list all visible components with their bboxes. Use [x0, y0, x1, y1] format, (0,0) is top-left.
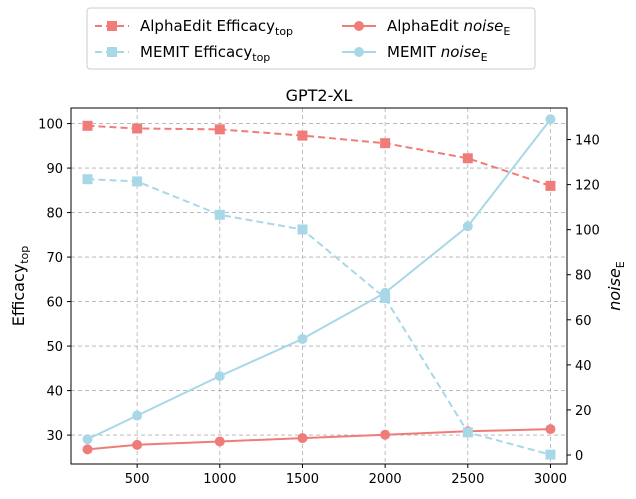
y-left-tick-label: 70 [46, 251, 63, 266]
legend-entry: MEMIT Efficacytop [95, 43, 270, 64]
data-point-marker [545, 449, 556, 460]
data-point-marker [354, 47, 364, 57]
series-0 [82, 120, 556, 191]
legend-frame [86, 7, 536, 70]
legend-entry: AlphaEdit Efficacytop [95, 17, 293, 38]
data-point-marker [297, 333, 308, 344]
x-tick-label: 1000 [203, 472, 236, 487]
x-tick-label: 1500 [286, 472, 319, 487]
series-3 [82, 114, 556, 445]
data-point-marker [462, 221, 473, 232]
x-tick-label: 2500 [451, 472, 484, 487]
x-tick-label: 3000 [534, 472, 567, 487]
data-point-marker [214, 209, 225, 220]
data-point-marker [380, 293, 391, 304]
data-point-marker [214, 371, 225, 382]
legend-label: AlphaEdit noiseE [387, 17, 510, 38]
data-point-marker [380, 138, 391, 149]
data-point-marker [380, 429, 391, 440]
y-left-tick-label: 80 [46, 207, 63, 222]
data-point-marker [545, 424, 556, 435]
data-point-marker [82, 120, 93, 131]
series-1 [82, 174, 556, 460]
legend-entry: MEMIT noiseE [342, 43, 488, 64]
data-point-marker [354, 21, 364, 31]
axis-ticks: 500 1000 1500 2000 2500 300030405060708090100… [38, 118, 600, 487]
y-left-tick-label: 40 [46, 385, 63, 400]
y-right-tick-label: 0 [575, 449, 583, 464]
data-point-marker [132, 439, 143, 450]
data-point-marker [545, 180, 556, 191]
series-group [82, 114, 556, 460]
data-point-marker [462, 427, 473, 438]
data-point-marker [132, 176, 143, 187]
data-point-marker [82, 174, 93, 185]
x-tick-label: 500 [125, 472, 150, 487]
y-right-tick-label: 20 [575, 404, 592, 419]
data-point-marker [82, 434, 93, 445]
y-right-tick-label: 80 [575, 269, 592, 284]
data-point-marker [214, 436, 225, 447]
legend-label: AlphaEdit Efficacytop [140, 17, 293, 38]
data-point-marker [462, 153, 473, 164]
legend-label: MEMIT noiseE [387, 43, 488, 64]
y-right-tick-label: 120 [575, 179, 600, 194]
x-tick-label: 2000 [369, 472, 402, 487]
data-point-marker [297, 433, 308, 444]
y-right-tick-label: 140 [575, 134, 600, 149]
data-point-marker [214, 124, 225, 135]
chart-title: GPT2-XL [286, 86, 353, 105]
y-axis-right-title: noiseE [605, 261, 627, 311]
data-point-marker [107, 21, 117, 31]
y-left-tick-label: 90 [46, 162, 63, 177]
y-right-tick-label: 100 [575, 224, 600, 239]
data-point-marker [82, 444, 93, 455]
y-right-tick-label: 60 [575, 314, 592, 329]
data-point-marker [132, 410, 143, 421]
y-axis-left-title: Efficacytop [9, 246, 31, 326]
legend-entry: AlphaEdit noiseE [342, 17, 510, 38]
data-point-marker [545, 114, 556, 125]
legend: AlphaEdit Efficacytop MEMIT Efficacytop Al… [86, 7, 536, 70]
data-point-marker [297, 224, 308, 235]
data-point-marker [297, 130, 308, 141]
data-point-marker [132, 123, 143, 134]
grid [71, 108, 567, 464]
y-left-tick-label: 30 [46, 429, 63, 444]
y-right-tick-label: 40 [575, 359, 592, 374]
data-point-marker [107, 47, 117, 57]
legend-label: MEMIT Efficacytop [140, 43, 270, 64]
y-left-tick-label: 100 [38, 118, 63, 133]
plot-frame [70, 107, 568, 465]
y-left-tick-label: 50 [46, 340, 63, 355]
y-left-tick-label: 60 [46, 296, 63, 311]
